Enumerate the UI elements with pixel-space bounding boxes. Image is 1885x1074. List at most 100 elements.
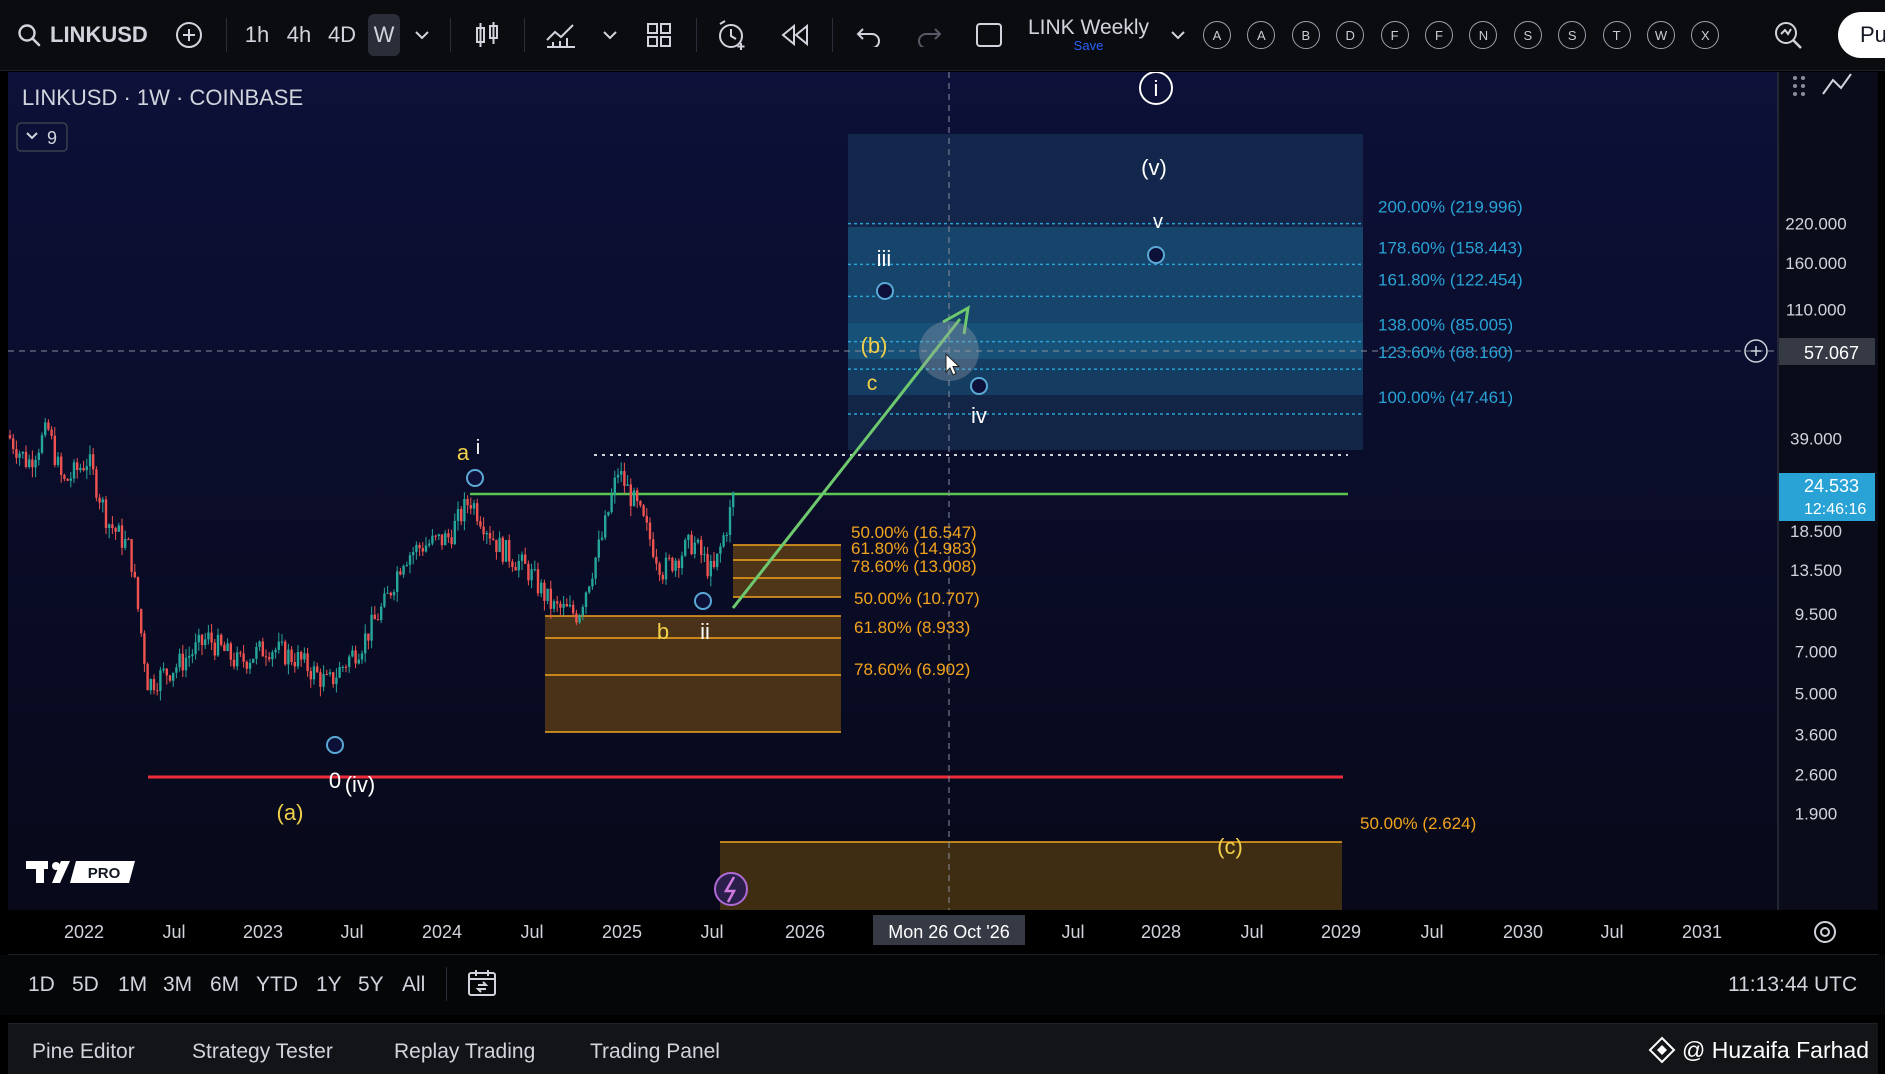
candle-body — [421, 548, 424, 552]
interval-4d[interactable]: 4D — [324, 14, 360, 56]
candle-body — [677, 560, 680, 569]
range-button[interactable]: 1M — [118, 973, 148, 996]
layout-dropdown-button[interactable] — [1166, 14, 1190, 56]
chart-canvas[interactable]: i (v) v iii (b) c iv a i b ii 0 (iv) (a)… — [8, 71, 1878, 954]
wave-point-iii[interactable] — [876, 282, 894, 300]
tab-trading-panel[interactable]: Trading Panel — [590, 1040, 720, 1063]
chart-area[interactable]: i (v) v iii (b) c iv a i b ii 0 (iv) (a)… — [8, 71, 1878, 954]
candle-body — [581, 607, 584, 616]
interval-4h[interactable]: 4h — [282, 14, 316, 56]
tab-strategy-tester[interactable]: Strategy Tester — [192, 1040, 333, 1063]
indicators-collapse-button[interactable] — [16, 122, 68, 152]
candle-body — [418, 544, 421, 549]
replay-button[interactable] — [778, 14, 812, 56]
fib-label: 50.00% (2.624) — [1360, 814, 1476, 833]
tab-replay-trading[interactable]: Replay Trading — [394, 1040, 536, 1063]
range-button[interactable]: 3M — [163, 973, 193, 996]
wave-label-iii: iii — [877, 246, 892, 271]
lightning-icon[interactable] — [714, 872, 748, 906]
candle-body — [572, 604, 575, 614]
range-button[interactable]: 5D — [72, 973, 99, 996]
layout-button[interactable] — [642, 14, 676, 56]
alert-letter-button[interactable]: T — [1602, 21, 1631, 49]
alert-letter-button[interactable]: A — [1203, 21, 1231, 49]
range-bar: 1D 5D 1M 3M 6M YTD 1Y 5Y All 11:13:44 UTC — [0, 955, 1885, 1015]
alert-letter-button[interactable]: X — [1691, 21, 1720, 49]
tab-pine-editor[interactable]: Pine Editor — [32, 1040, 135, 1063]
candle-body — [47, 422, 50, 430]
top-toolbar: LINKUSD 1h 4h 4D W LINK Weekly Save — [0, 0, 1885, 71]
square-icon — [976, 23, 1002, 47]
range-button[interactable]: 1D — [28, 973, 55, 996]
range-button[interactable]: YTD — [256, 973, 298, 996]
interval-1h[interactable]: 1h — [240, 14, 274, 56]
candle-body — [703, 554, 706, 556]
candle-body — [60, 456, 63, 475]
candle-body — [559, 603, 562, 608]
alert-letter-button[interactable]: A — [1247, 21, 1276, 49]
indicators-dropdown-button[interactable] — [598, 14, 622, 56]
candle-body — [165, 668, 168, 676]
candle-body — [274, 649, 277, 653]
candle-body — [492, 538, 495, 540]
range-button[interactable]: All — [402, 973, 426, 996]
alert-letter-button[interactable]: S — [1558, 21, 1587, 49]
candle-body — [12, 438, 15, 450]
alert-button[interactable] — [714, 14, 752, 56]
wave-point-i[interactable] — [466, 469, 484, 487]
projection-arrow[interactable] — [731, 318, 962, 609]
alert-letter-button[interactable]: B — [1291, 21, 1320, 49]
goto-date-button[interactable] — [466, 967, 500, 1001]
candle-body — [143, 633, 146, 664]
time-tick-label: 2025 — [602, 922, 642, 942]
alert-letter-button[interactable]: N — [1469, 21, 1498, 49]
add-alert-icon[interactable] — [1744, 339, 1768, 363]
candle-body — [127, 539, 130, 541]
candle-body — [79, 467, 82, 471]
range-button[interactable]: 5Y — [358, 973, 384, 996]
range-button[interactable]: 6M — [210, 973, 240, 996]
wave-point-ii[interactable] — [694, 592, 712, 610]
alert-letter-button[interactable]: S — [1513, 21, 1542, 49]
fullscreen-button[interactable] — [972, 14, 1006, 56]
undo-button[interactable] — [852, 14, 886, 56]
compare-symbol-button[interactable] — [172, 14, 206, 56]
fib-retracement-zone — [545, 616, 841, 732]
auto-scale-icon[interactable] — [1822, 73, 1852, 95]
indicators-button[interactable] — [544, 14, 578, 56]
candle-body — [632, 490, 636, 507]
candle-body — [159, 670, 162, 691]
quick-search-button[interactable] — [1770, 14, 1806, 56]
crosshair-price: 57.067 — [1804, 343, 1859, 363]
wave-point-v[interactable] — [1147, 246, 1165, 264]
candle-body — [520, 554, 524, 561]
redo-button[interactable] — [912, 14, 946, 56]
drag-handle-icon[interactable] — [1793, 76, 1805, 96]
candle-body — [175, 667, 178, 673]
time-tick-label: 2030 — [1503, 922, 1543, 942]
layout-name-button[interactable]: LINK Weekly Save — [1028, 0, 1149, 70]
candle-body — [306, 653, 309, 672]
bar-countdown: 12:46:16 — [1804, 501, 1866, 518]
interval-dropdown-button[interactable] — [410, 14, 434, 56]
candle-body — [527, 563, 530, 581]
candle-body — [476, 503, 479, 522]
time-tick-label: Jul — [1061, 922, 1084, 942]
price-tick-label: 39.000 — [1790, 429, 1842, 448]
settings-gear-icon[interactable] — [1814, 921, 1836, 943]
utc-clock[interactable]: 11:13:44 UTC — [1728, 973, 1858, 996]
publish-button[interactable]: Pul — [1838, 12, 1885, 58]
interval-1h-label: 1h — [244, 22, 270, 47]
alert-letter-button[interactable]: F — [1425, 21, 1453, 49]
candle-body — [684, 540, 687, 556]
range-button[interactable]: 1Y — [316, 973, 342, 996]
alert-letter-button[interactable]: F — [1380, 21, 1409, 49]
alert-letter-button[interactable]: D — [1336, 21, 1365, 49]
interval-w[interactable]: W — [368, 14, 400, 56]
candle-body — [540, 582, 543, 594]
symbol-search[interactable]: LINKUSD — [16, 0, 148, 70]
wave-point-iv[interactable] — [970, 377, 988, 395]
chart-type-button[interactable] — [470, 14, 504, 56]
alert-letter-button[interactable]: W — [1647, 21, 1675, 49]
wave-point-zero[interactable] — [326, 736, 344, 754]
